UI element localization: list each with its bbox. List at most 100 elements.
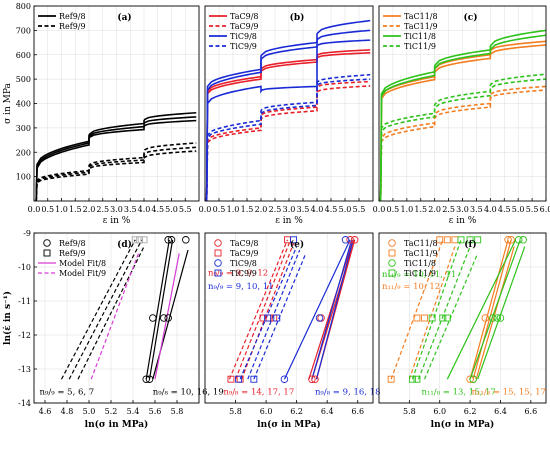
x-tick-label: 6.0 [260,407,273,416]
fit-line-TaC9-9 [234,239,292,380]
plot-area [379,29,546,201]
legend-marker-circle [43,239,51,247]
legend-label: TiC9/9 [230,42,257,51]
x-tick-label: 0.5 [41,205,54,214]
data-point-circle [164,314,172,322]
annotation-text: n₉/₉ = 9, 9, 12 [208,269,268,279]
x-tick-label: 5.8 [403,407,416,416]
data-point-square [273,314,281,322]
x-tick-label: 5.6 [149,407,162,416]
x-tick-label: 5.5 [353,205,366,214]
plot-area [227,236,359,383]
fit-line-TiC11-8 [469,239,521,380]
x-tick-label: 3.5 [470,205,483,214]
fit-line-TaC9-8 [308,239,354,380]
legend-label: TiC11/8 [404,32,436,41]
fit-line-Ref9-8 [145,239,170,380]
data-point-circle [350,236,359,244]
panel-label: (f) [464,239,476,250]
data-point-circle [311,375,319,383]
fit-line-TiC11-9 [411,239,462,380]
plot-area [60,236,190,383]
fit-line-Model Fit-9 [90,253,140,380]
fit-line-TiC11-9 [417,246,471,380]
annotation-text: n₉/₈ = 9, 16, 18 [315,388,381,398]
series-line-TaC9-8 [205,52,371,201]
data-point-square [413,314,421,322]
fit-line-Ref9-9 [60,239,136,380]
y-tick-label: 400 [16,100,31,109]
fit-line-Ref9-9 [68,239,143,380]
axes-frame [33,232,200,404]
x-tick-label: 2.5 [442,205,455,214]
x-tick-label: 2.5 [269,205,282,214]
series-line-TaC11-9 [379,85,546,201]
fit-line-TaC11-9 [390,239,444,380]
data-point-square [136,236,144,244]
x-tick-label: 0.0 [28,205,41,214]
y-tick-label: -11 [18,297,31,306]
data-point-square [421,314,428,322]
data-point-square [250,375,258,383]
data-point-square [466,236,474,244]
y-tick-label: -14 [18,399,31,408]
annotation-text: n₉/₈ = 10, 16, 19 [153,388,224,398]
data-point-circle [496,314,505,322]
x-tick-label: 1.0 [55,205,68,214]
y-tick-label: -12 [18,331,31,340]
data-point-circle [142,375,150,383]
y-tick-label: -10 [18,263,31,272]
legend-label: TaC9/9 [230,22,258,31]
panel-f: n₁₁/₉ = 10, 11, 11 n₁₁/₉ = 10, 12 n₁₁/₈ = … [378,232,547,430]
panel-label: (b) [290,12,305,23]
data-point-square [413,375,421,383]
x-axis-label: ln(σ in MPa) [257,419,321,430]
panel-label: (d) [117,239,132,250]
legend-label: Model Fit/8 [59,259,106,268]
x-tick-label: 4.5 [498,205,511,214]
panel-b: 0.0 0.5 1.0 1.5 2.0 2.5 3.0 3.5 4.0 4.5 5.0 5.5 ε in… [199,5,374,226]
x-tick-label: 2.0 [428,205,441,214]
x-tick-label: 1.5 [241,205,254,214]
legend-label: TaC11/9 [404,22,438,31]
data-point-circle [504,236,512,244]
y-tick-label: -9 [23,229,31,238]
panel-label: (c) [464,12,478,23]
y-tick-label: 100 [16,173,31,182]
fit-line-TiC11-8 [477,246,526,380]
x-tick-label: 3.5 [124,205,137,214]
x-tick-label: 5.8 [171,407,184,416]
y-tick-label: 500 [16,75,31,84]
x-axis-label: ε in % [275,216,303,226]
x-tick-label: 4.5 [151,205,164,214]
fit-line-TiC9-9 [239,246,298,380]
x-tick-label: 4.0 [484,205,497,214]
x-tick-label: 1.0 [400,205,413,214]
fit-line-TaC11-8 [469,239,509,380]
x-tick-label: 5.0 [512,205,525,214]
data-point-square [439,314,447,322]
x-tick-label: 5.0 [83,407,96,416]
data-point-square [227,375,235,383]
legend-label: TaC9/8 [230,239,258,248]
legend-label: TiC9/8 [230,259,257,268]
series-line-TiC9-8 [205,39,371,201]
x-tick-label: 0.0 [199,205,212,214]
panel-e: n₉/₉ = 9, 9, 12 n₉/₉ = 9, 10, 11 n₉/₈ = 14… [204,232,381,430]
data-point-square [443,236,451,244]
series-line-TiC11-9 [379,73,546,201]
fit-line-TiC11-9 [423,253,479,380]
series-line-Ref9-8 [35,111,197,201]
legend-label: TaC9/8 [230,12,258,21]
data-point-circle [489,314,497,322]
x-tick-label: 4.8 [61,407,74,416]
series-line-TiC11-9 [379,78,546,201]
series-line-Ref9-8 [35,119,197,201]
series-line-TiC9-9 [205,78,371,201]
x-tick-label: 6.2 [464,407,477,416]
data-point-circle [145,375,154,383]
x-tick-label: 6.4 [494,407,507,416]
